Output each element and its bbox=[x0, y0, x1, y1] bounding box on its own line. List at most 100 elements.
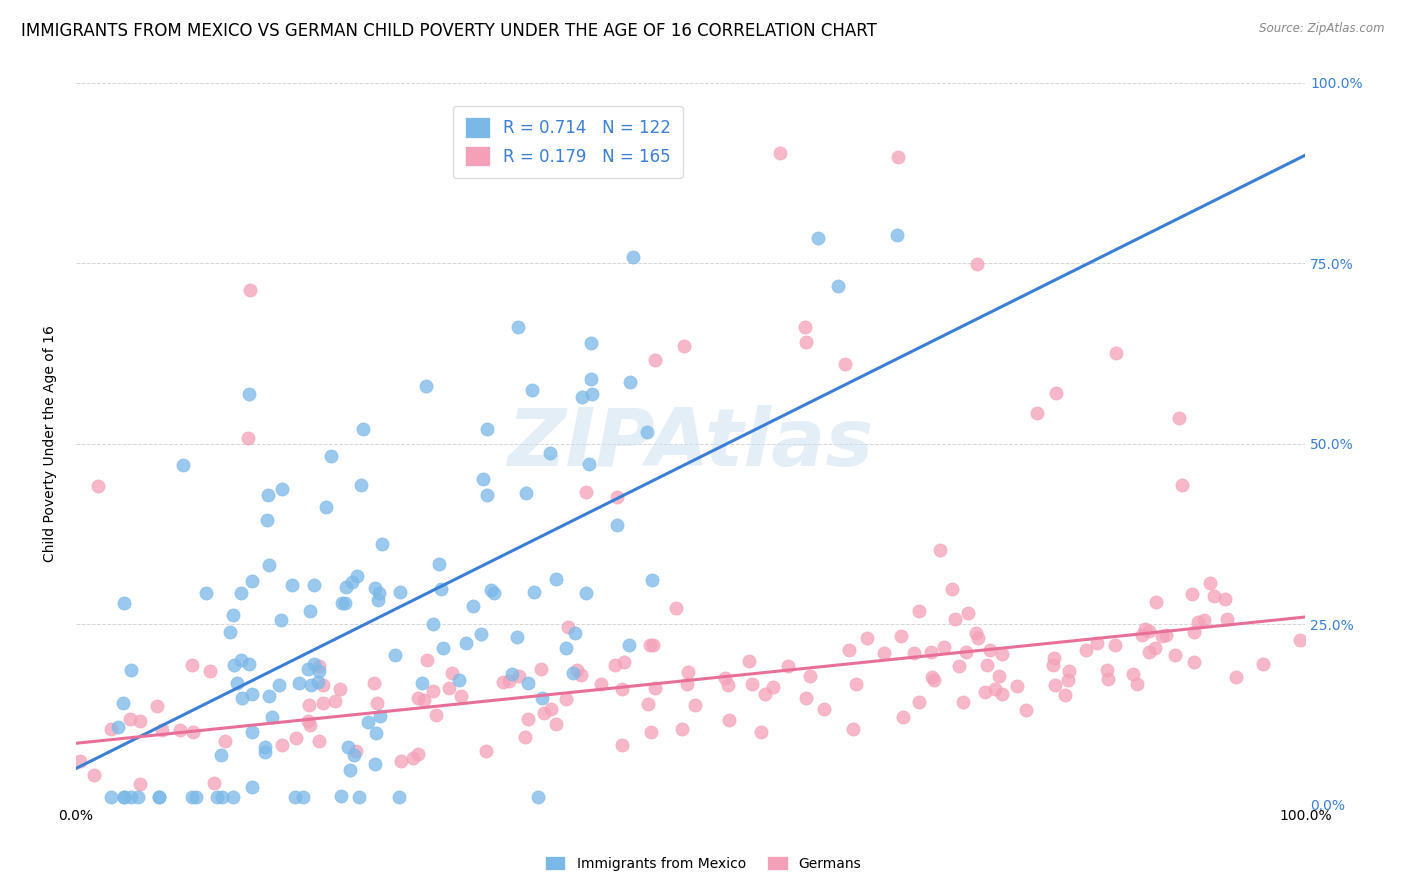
Point bbox=[202, 775, 225, 789]
Point bbox=[1043, 678, 1066, 692]
Point bbox=[145, 699, 167, 714]
Point bbox=[540, 701, 562, 715]
Point bbox=[321, 450, 343, 464]
Point bbox=[441, 665, 464, 680]
Point bbox=[181, 725, 204, 739]
Point bbox=[903, 646, 925, 660]
Point bbox=[886, 150, 908, 164]
Point bbox=[813, 702, 835, 716]
Point bbox=[1164, 648, 1187, 662]
Point bbox=[408, 747, 430, 761]
Point bbox=[186, 790, 208, 805]
Point bbox=[928, 543, 950, 558]
Point bbox=[738, 655, 761, 669]
Point bbox=[834, 357, 856, 371]
Point bbox=[194, 586, 217, 600]
Point bbox=[952, 695, 974, 709]
Point bbox=[1181, 587, 1204, 601]
Point bbox=[214, 734, 236, 748]
Legend: Immigrants from Mexico, Germans: Immigrants from Mexico, Germans bbox=[538, 850, 868, 876]
Point bbox=[107, 720, 129, 734]
Point bbox=[112, 596, 135, 610]
Point bbox=[955, 645, 977, 659]
Point bbox=[479, 582, 502, 597]
Point bbox=[762, 680, 785, 694]
Point bbox=[231, 690, 253, 705]
Point bbox=[231, 585, 253, 599]
Point bbox=[1152, 629, 1174, 643]
Point bbox=[644, 352, 666, 367]
Point bbox=[343, 747, 366, 762]
Point bbox=[641, 574, 664, 588]
Point bbox=[1182, 655, 1205, 669]
Point bbox=[769, 145, 792, 160]
Point bbox=[683, 698, 706, 712]
Point bbox=[974, 684, 997, 698]
Point bbox=[581, 387, 603, 401]
Point bbox=[281, 578, 304, 592]
Point bbox=[838, 643, 860, 657]
Point bbox=[778, 659, 800, 673]
Point bbox=[621, 250, 644, 264]
Point bbox=[799, 669, 821, 683]
Point bbox=[1144, 595, 1167, 609]
Point bbox=[498, 674, 520, 689]
Point bbox=[941, 582, 963, 596]
Point bbox=[561, 146, 583, 161]
Point bbox=[530, 662, 553, 676]
Point bbox=[323, 694, 346, 708]
Text: Source: ZipAtlas.com: Source: ZipAtlas.com bbox=[1260, 22, 1385, 36]
Point bbox=[256, 513, 278, 527]
Point bbox=[675, 677, 697, 691]
Point bbox=[1289, 632, 1312, 647]
Point bbox=[470, 627, 492, 641]
Point bbox=[450, 689, 472, 703]
Point bbox=[527, 790, 550, 805]
Point bbox=[673, 338, 696, 352]
Point bbox=[943, 612, 966, 626]
Point bbox=[741, 677, 763, 691]
Point bbox=[501, 666, 523, 681]
Point bbox=[253, 739, 276, 754]
Point bbox=[238, 386, 260, 401]
Point bbox=[644, 681, 666, 696]
Point bbox=[1054, 688, 1077, 702]
Point bbox=[565, 663, 588, 677]
Point bbox=[260, 710, 283, 724]
Point bbox=[1215, 591, 1237, 606]
Point bbox=[388, 790, 411, 805]
Point bbox=[948, 658, 970, 673]
Point bbox=[1104, 638, 1126, 652]
Point bbox=[231, 653, 253, 667]
Point bbox=[749, 725, 772, 739]
Text: IMMIGRANTS FROM MEXICO VS GERMAN CHILD POVERTY UNDER THE AGE OF 16 CORRELATION C: IMMIGRANTS FROM MEXICO VS GERMAN CHILD P… bbox=[21, 22, 877, 40]
Point bbox=[806, 230, 828, 244]
Point bbox=[285, 731, 308, 745]
Point bbox=[371, 537, 394, 551]
Y-axis label: Child Poverty Under the Age of 16: Child Poverty Under the Age of 16 bbox=[44, 326, 58, 562]
Point bbox=[209, 748, 232, 763]
Point bbox=[1198, 576, 1220, 591]
Point bbox=[1170, 478, 1192, 492]
Point bbox=[578, 458, 600, 472]
Point bbox=[676, 665, 699, 679]
Point bbox=[1105, 345, 1128, 359]
Point bbox=[257, 558, 280, 572]
Point bbox=[1182, 624, 1205, 639]
Point bbox=[389, 754, 412, 768]
Point bbox=[516, 676, 538, 690]
Point bbox=[617, 638, 640, 652]
Point bbox=[347, 790, 370, 805]
Point bbox=[976, 657, 998, 672]
Point bbox=[100, 790, 122, 805]
Point bbox=[515, 486, 537, 500]
Point bbox=[956, 606, 979, 620]
Point bbox=[1074, 643, 1097, 657]
Point bbox=[271, 482, 294, 496]
Point bbox=[506, 320, 529, 334]
Point bbox=[907, 605, 929, 619]
Point bbox=[346, 569, 368, 583]
Point bbox=[335, 580, 357, 594]
Point bbox=[554, 692, 576, 706]
Point bbox=[415, 378, 437, 392]
